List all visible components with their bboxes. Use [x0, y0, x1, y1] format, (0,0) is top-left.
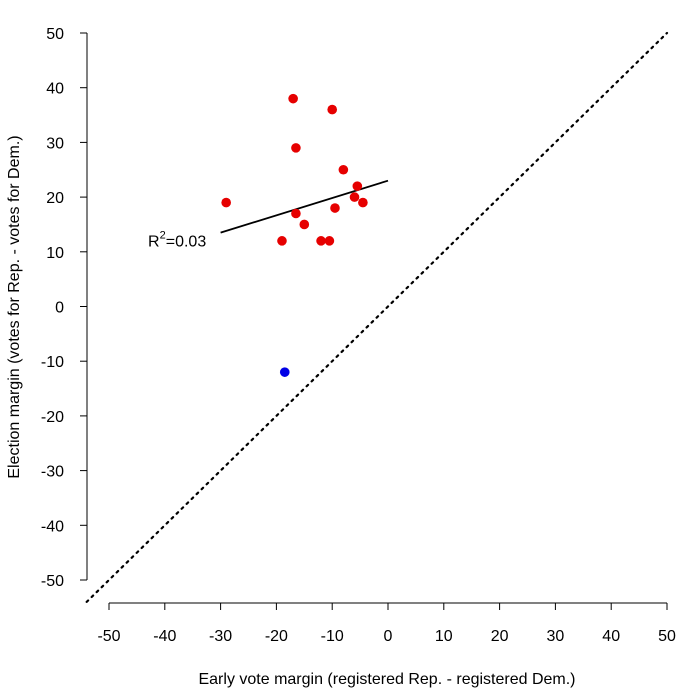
red-data-point	[221, 197, 231, 208]
x-axis-title: Early vote margin (registered Rep. - reg…	[198, 671, 575, 688]
y-tick-label: -40	[41, 518, 64, 535]
x-tick-label: 50	[658, 628, 676, 645]
x-tick-label: -30	[209, 628, 232, 645]
x-tick-label: -10	[321, 628, 344, 645]
r-squared-superscript: 2	[160, 229, 166, 241]
y-axis-title: Election margin (votes for Rep. - votes …	[6, 135, 23, 478]
red-data-point	[324, 236, 335, 246]
x-axis: -50 -40 -30 -20 -10 0 10 20 30 40 50	[97, 602, 676, 645]
points-layer	[221, 93, 368, 377]
y-tick-label: 30	[46, 135, 64, 152]
red-data-point	[352, 181, 363, 191]
red-data-point	[288, 93, 298, 104]
y-tick-label: 0	[55, 300, 64, 317]
x-tick-label: 30	[547, 628, 565, 645]
red-data-point	[358, 197, 368, 208]
identity-reference-line	[85, 31, 669, 603]
x-tick-label: 20	[491, 628, 509, 645]
y-tick-label: -20	[41, 409, 64, 426]
red-data-point	[291, 208, 301, 219]
red-data-point	[349, 192, 360, 202]
red-data-point	[338, 164, 349, 175]
y-tick-label: 20	[46, 190, 64, 207]
x-tick-label: -40	[153, 628, 176, 645]
r-squared-annotation: R2=0.03	[148, 229, 206, 250]
reference-line-layer	[85, 31, 669, 603]
x-tick-label: 10	[435, 628, 453, 645]
red-data-point	[299, 219, 310, 230]
blue-data-point	[279, 367, 290, 377]
r-squared-value: =0.03	[166, 233, 207, 250]
red-data-point	[330, 203, 340, 213]
r-squared-base: R	[148, 233, 160, 250]
y-tick-label: 50	[46, 26, 64, 43]
red-data-point	[327, 104, 338, 115]
red-data-point	[291, 143, 301, 153]
y-tick-label: 10	[46, 245, 64, 262]
x-tick-label: -50	[97, 628, 120, 645]
plot-area: R2=0.03	[85, 31, 669, 603]
x-tick-label: 40	[602, 628, 620, 645]
y-axis: -50 -40 -30 -20 -10 0 10 20 30 40 50	[41, 26, 88, 590]
red-data-point	[277, 236, 287, 246]
x-tick-label: 0	[384, 628, 393, 645]
y-tick-label: 40	[46, 81, 64, 98]
x-tick-label: -20	[265, 628, 288, 645]
y-tick-label: -30	[41, 464, 64, 481]
red-data-point	[316, 236, 326, 246]
y-tick-label: -50	[41, 573, 64, 590]
y-tick-label: -10	[41, 354, 64, 371]
